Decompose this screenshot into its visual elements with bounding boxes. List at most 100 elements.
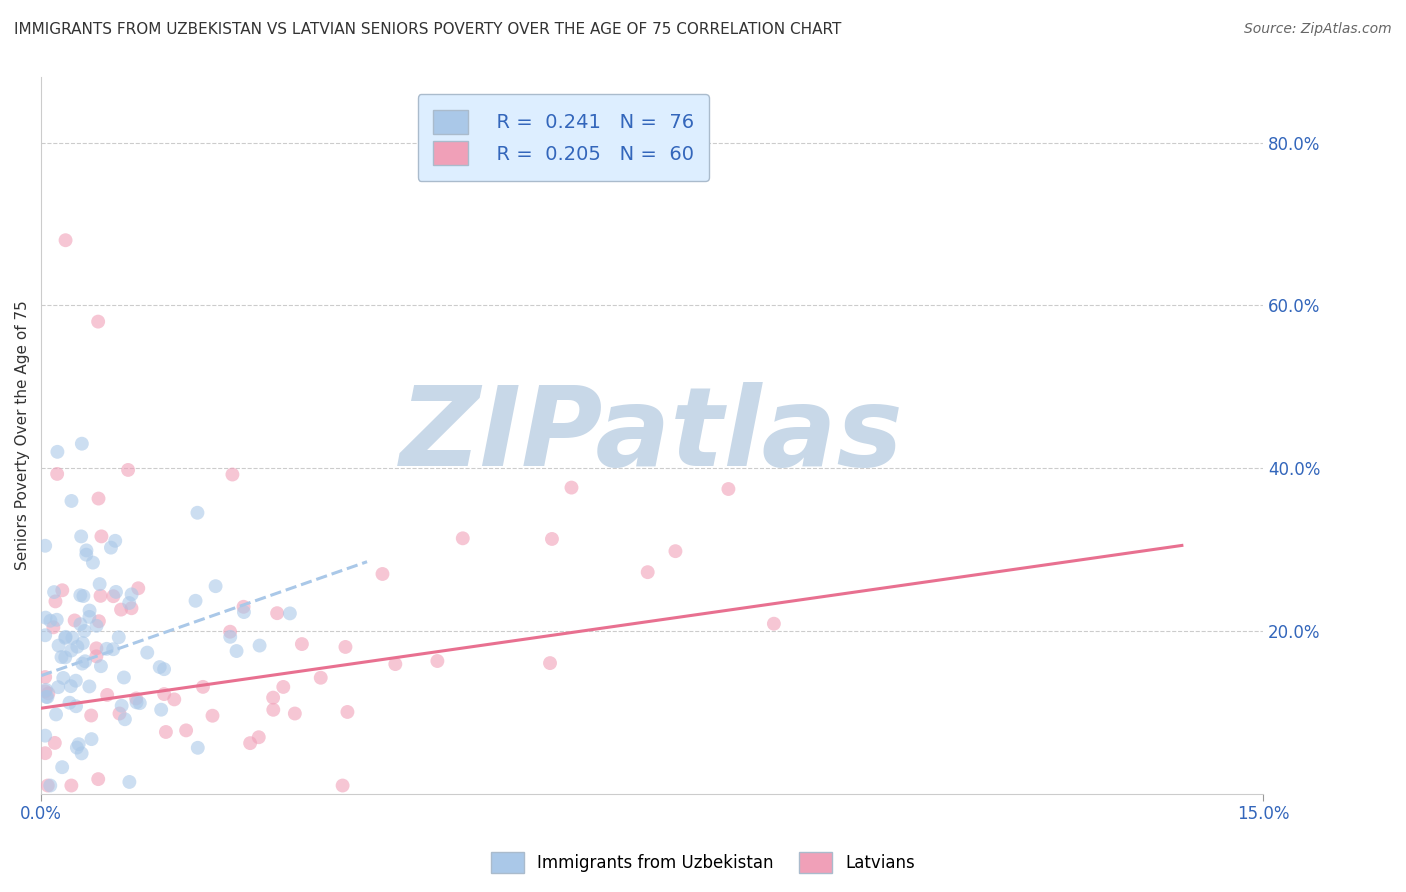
Point: [65, 699, 87, 714]
Point: [247, 730, 270, 744]
Point: [118, 775, 141, 789]
Point: [104, 533, 127, 548]
Point: [39, 779, 62, 793]
Point: [60, 494, 83, 508]
Text: IMMIGRANTS FROM UZBEKISTAN VS LATVIAN SENIORS POVERTY OVER THE AGE OF 75 CORRELA: IMMIGRANTS FROM UZBEKISTAN VS LATVIAN SE…: [14, 22, 841, 37]
Point: [39, 614, 62, 628]
Point: [34, 746, 56, 760]
Point: [221, 467, 243, 482]
Point: [87, 772, 110, 786]
Y-axis label: Seniors Poverty Over the Age of 75: Seniors Poverty Over the Age of 75: [15, 301, 30, 570]
Point: [110, 602, 132, 616]
Point: [44, 594, 66, 608]
Point: [69, 588, 91, 602]
Point: [45, 707, 67, 722]
Text: ZIPatlas: ZIPatlas: [401, 382, 904, 489]
Point: [335, 640, 357, 654]
Point: [65, 673, 87, 688]
Point: [309, 671, 332, 685]
Point: [191, 680, 214, 694]
Point: [34, 628, 56, 642]
Point: [100, 541, 122, 555]
Point: [225, 644, 247, 658]
Point: [201, 708, 224, 723]
Point: [121, 587, 143, 601]
Point: [117, 463, 139, 477]
Point: [163, 692, 186, 706]
Point: [37, 686, 59, 700]
Point: [87, 491, 110, 506]
Point: [96, 688, 118, 702]
Point: [111, 698, 134, 713]
Point: [51, 760, 73, 774]
Point: [60, 643, 83, 657]
Point: [75, 543, 97, 558]
Point: [149, 660, 172, 674]
Point: [46, 680, 69, 694]
Point: [70, 747, 93, 761]
Point: [150, 703, 173, 717]
Point: [278, 607, 301, 621]
Point: [73, 624, 96, 638]
Point: [541, 532, 564, 546]
Point: [34, 670, 56, 684]
Point: [86, 619, 108, 633]
Point: [232, 605, 254, 619]
Point: [538, 656, 561, 670]
Point: [204, 579, 226, 593]
Point: [60, 779, 83, 793]
Point: [184, 594, 207, 608]
Point: [59, 679, 82, 693]
Point: [58, 696, 80, 710]
Point: [637, 565, 659, 579]
Point: [219, 624, 242, 639]
Point: [79, 603, 101, 617]
Point: [232, 599, 254, 614]
Point: [96, 641, 118, 656]
Point: [89, 589, 111, 603]
Point: [271, 680, 294, 694]
Point: [51, 583, 73, 598]
Point: [87, 614, 110, 628]
Point: [48, 639, 70, 653]
Point: [112, 671, 135, 685]
Point: [35, 690, 58, 704]
Point: [87, 315, 110, 329]
Point: [153, 662, 176, 676]
Point: [34, 684, 56, 698]
Point: [284, 706, 307, 721]
Point: [262, 703, 284, 717]
Point: [86, 641, 108, 656]
Legend: Immigrants from Uzbekistan, Latvians: Immigrants from Uzbekistan, Latvians: [484, 846, 922, 880]
Point: [42, 585, 65, 599]
Point: [35, 682, 58, 697]
Point: [55, 630, 77, 644]
Point: [80, 732, 103, 747]
Point: [127, 581, 149, 595]
Point: [118, 596, 141, 610]
Point: [125, 691, 148, 706]
Point: [37, 690, 59, 704]
Point: [42, 620, 65, 634]
Point: [371, 566, 394, 581]
Point: [239, 736, 262, 750]
Point: [128, 696, 150, 710]
Point: [79, 680, 101, 694]
Point: [187, 740, 209, 755]
Point: [75, 548, 97, 562]
Point: [79, 610, 101, 624]
Point: [717, 482, 740, 496]
Point: [426, 654, 449, 668]
Point: [90, 659, 112, 673]
Point: [75, 654, 97, 668]
Point: [70, 529, 93, 543]
Point: [762, 616, 785, 631]
Point: [219, 630, 242, 644]
Point: [80, 708, 103, 723]
Point: [664, 544, 686, 558]
Point: [34, 539, 56, 553]
Point: [34, 729, 56, 743]
Point: [291, 637, 314, 651]
Point: [153, 687, 176, 701]
Point: [451, 531, 474, 545]
